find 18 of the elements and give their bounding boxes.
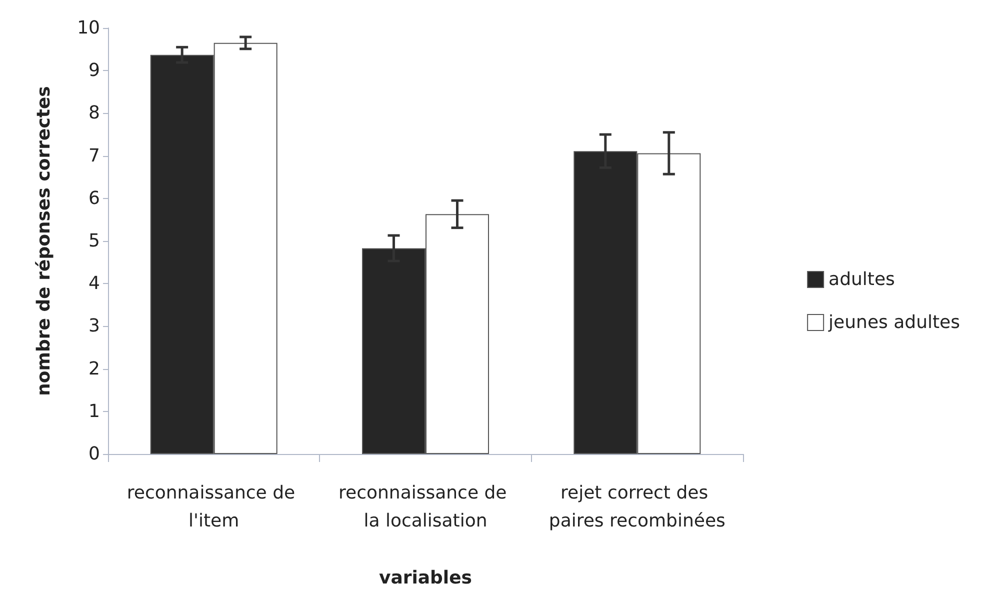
x-axis-title: variables	[378, 568, 472, 588]
y-tick-label: 10	[77, 18, 100, 38]
legend-label: adultes	[828, 269, 895, 290]
x-tick-label: rejet correct des paires recombinées	[548, 482, 726, 532]
x-tick-label: reconnaissance de l'item	[126, 482, 301, 532]
y-tick-label: 3	[88, 316, 100, 337]
y-tick-label: 4	[88, 273, 100, 294]
y-tick-label: 8	[88, 102, 100, 124]
y-tick-label: 7	[88, 145, 100, 166]
y-tick-label: 6	[88, 188, 100, 209]
y-axis-title: nombre de réponses correctes	[34, 86, 54, 396]
y-tick-label: 0	[88, 444, 100, 464]
y-tick-label: 1	[88, 400, 100, 422]
y-tick-label: 9	[88, 60, 100, 82]
y-tick-label: 2	[88, 358, 100, 380]
x-tick-label: reconnaissance de la localisation	[338, 482, 512, 532]
y-tick-label: 5	[88, 230, 100, 252]
legend-label: jeunes adultes	[828, 312, 960, 333]
